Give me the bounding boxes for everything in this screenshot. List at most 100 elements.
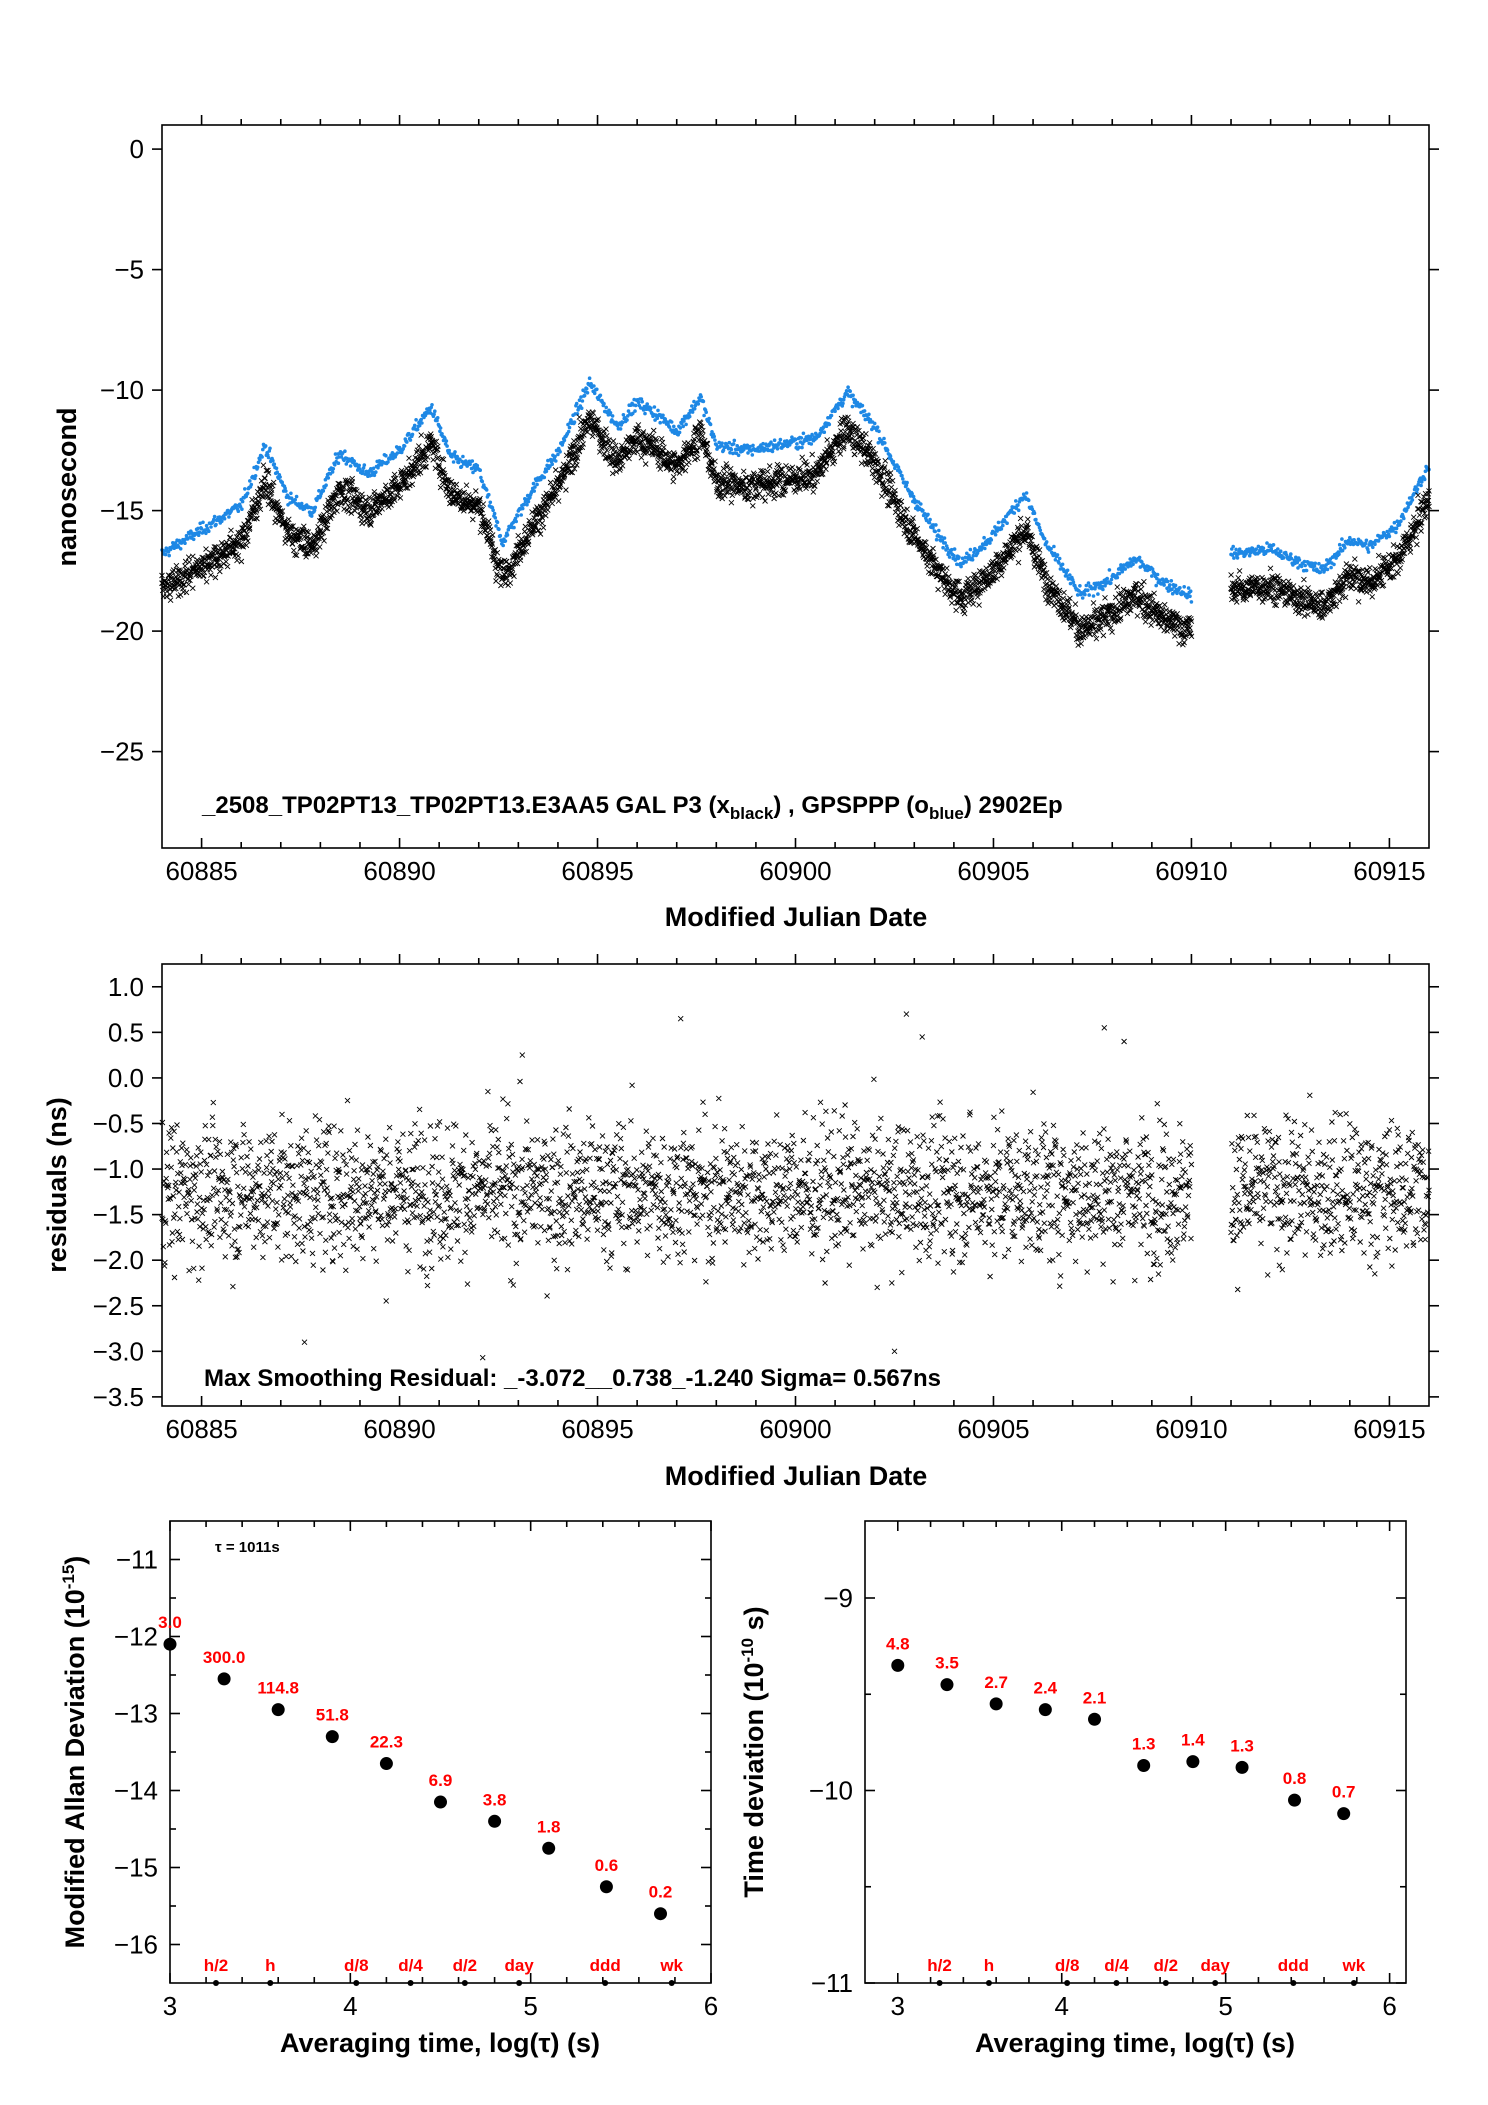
phase-point-blue bbox=[542, 475, 547, 480]
phase-point-black bbox=[417, 469, 424, 476]
phase-point-blue bbox=[1014, 499, 1018, 503]
phase-point-blue bbox=[1055, 553, 1060, 557]
phase-point-blue bbox=[501, 543, 506, 548]
phase-point-blue bbox=[1340, 537, 1344, 541]
phase-point-blue bbox=[312, 508, 317, 513]
phase-point-blue bbox=[248, 479, 252, 483]
phase-point-blue bbox=[687, 414, 692, 419]
phase-point-black bbox=[1366, 564, 1373, 571]
phase-plot: 60885 60890 60895 60900 60905 60910 609150−5−1… bbox=[52, 115, 1439, 932]
phase-point-black bbox=[809, 451, 816, 458]
phase-point-blue bbox=[667, 425, 672, 429]
phase-point-blue bbox=[268, 446, 272, 451]
phase-point-black bbox=[379, 506, 385, 512]
phase-point-blue bbox=[717, 440, 721, 445]
phase-point-black bbox=[762, 498, 768, 504]
phase-point-blue bbox=[330, 470, 335, 474]
phase-point-blue bbox=[371, 466, 376, 471]
phase-point-black bbox=[642, 461, 649, 467]
phase-point-blue bbox=[829, 413, 834, 418]
phase-point-blue bbox=[384, 453, 388, 458]
phase-point-black bbox=[1090, 600, 1097, 606]
phase-point-blue bbox=[708, 422, 713, 427]
phase-point-blue bbox=[707, 416, 711, 421]
phase-point-blue bbox=[415, 427, 420, 432]
phase-point-blue bbox=[1297, 558, 1302, 562]
phase-point-black bbox=[1134, 613, 1141, 619]
phase-point-blue bbox=[493, 516, 498, 520]
phase-point-blue bbox=[732, 438, 737, 443]
phase-point-blue bbox=[487, 492, 491, 497]
phase-point-blue bbox=[1271, 543, 1276, 547]
phase-point-blue bbox=[643, 411, 647, 416]
phase-point-blue bbox=[204, 531, 208, 536]
phase-point-black bbox=[976, 602, 982, 608]
phase-point-blue bbox=[674, 429, 679, 434]
phase-point-blue bbox=[567, 425, 572, 430]
phase-point-black bbox=[1017, 515, 1024, 522]
phase-point-black bbox=[814, 478, 821, 485]
phase-point-black bbox=[948, 600, 955, 606]
phase-point-blue bbox=[882, 436, 886, 441]
phase-point-blue bbox=[196, 526, 200, 531]
phase-point-blue bbox=[1304, 568, 1309, 573]
phase-point-blue bbox=[1410, 498, 1415, 502]
phase-point-blue bbox=[468, 462, 472, 467]
phase-point-blue bbox=[988, 541, 992, 545]
phase-point-black bbox=[811, 483, 818, 489]
phase-point-blue bbox=[1399, 519, 1403, 523]
phase-point-blue bbox=[222, 516, 227, 521]
phase-point-blue bbox=[996, 520, 1001, 525]
phase-point-blue bbox=[777, 441, 782, 445]
phase-point-blue bbox=[971, 553, 976, 558]
phase-point-blue bbox=[595, 387, 599, 392]
phase-point-blue bbox=[435, 418, 439, 423]
phase-point-black bbox=[930, 545, 936, 552]
phase-point-blue bbox=[636, 400, 641, 405]
phase-point-blue bbox=[1034, 517, 1038, 522]
phase-point-blue bbox=[214, 522, 218, 527]
phase-point-blue bbox=[417, 423, 422, 428]
phase-point-black bbox=[603, 426, 609, 432]
phase-point-black bbox=[487, 527, 494, 533]
phase-point-blue bbox=[520, 506, 525, 511]
phase-point-blue bbox=[519, 513, 523, 517]
phase-point-blue bbox=[280, 480, 285, 485]
phase-point-blue bbox=[641, 408, 646, 412]
phase-point-black bbox=[1355, 598, 1362, 605]
phase-point-blue bbox=[574, 401, 579, 406]
phase-point-black bbox=[759, 494, 766, 501]
phase-point-blue bbox=[535, 482, 539, 487]
phase-point-blue bbox=[702, 413, 706, 418]
phase-point-blue bbox=[989, 538, 994, 542]
phase-point-blue bbox=[621, 413, 626, 417]
phase-point-blue bbox=[1415, 487, 1420, 492]
phase-point-black bbox=[1301, 576, 1307, 583]
phase-point-black bbox=[397, 495, 404, 501]
phase-point-blue bbox=[562, 438, 567, 443]
phase-point-blue bbox=[639, 397, 644, 401]
phase-point-blue bbox=[572, 420, 577, 425]
phase-point-blue bbox=[614, 420, 618, 425]
phase-point-blue bbox=[1032, 511, 1037, 515]
phase-point-blue bbox=[503, 539, 508, 543]
phase-point-blue bbox=[395, 451, 400, 455]
phase-point-blue bbox=[512, 525, 516, 530]
phase-point-blue bbox=[498, 533, 503, 538]
phase-point-blue bbox=[412, 423, 417, 428]
phase-point-black bbox=[783, 462, 789, 469]
phase-point-black bbox=[1171, 633, 1178, 639]
phase-point-blue bbox=[848, 389, 852, 394]
phase-point-black bbox=[670, 473, 677, 480]
phase-point-blue bbox=[947, 555, 952, 559]
phase-point-blue bbox=[801, 431, 806, 436]
phase-point-blue bbox=[183, 541, 187, 545]
phase-point-blue bbox=[220, 519, 224, 523]
phase-point-blue bbox=[245, 491, 250, 496]
phase-point-black bbox=[1235, 574, 1242, 581]
phase-point-black bbox=[1375, 552, 1382, 559]
phase-point-blue bbox=[326, 476, 331, 480]
phase-point-blue bbox=[770, 449, 775, 454]
phase-point-blue bbox=[1420, 480, 1424, 484]
phase-point-blue bbox=[1371, 545, 1375, 550]
